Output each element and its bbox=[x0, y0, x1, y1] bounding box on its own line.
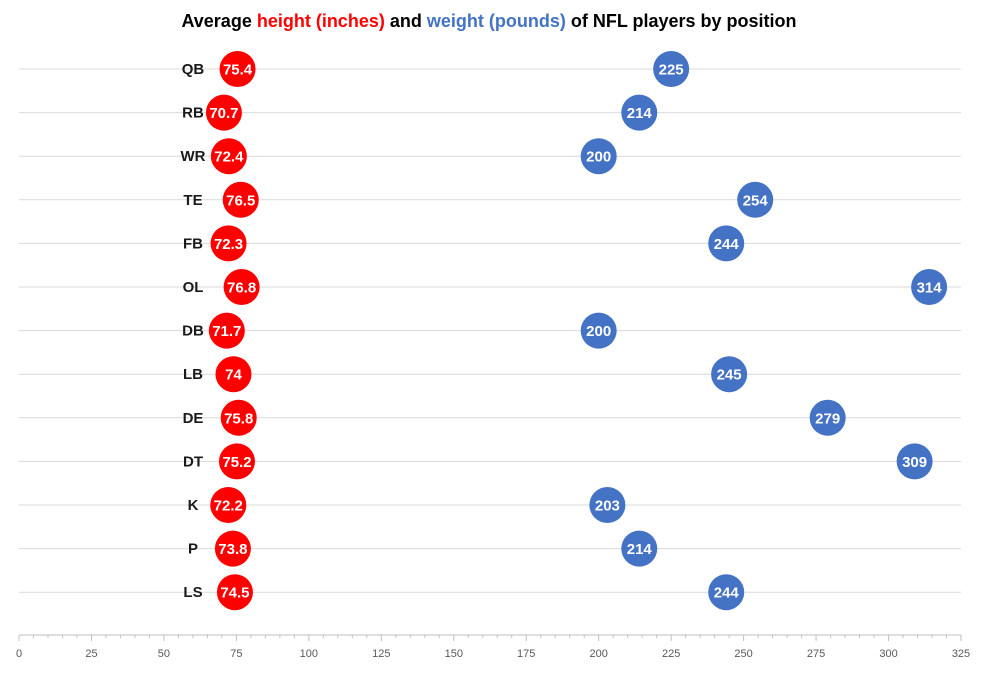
category-label-ls: LS bbox=[183, 584, 202, 601]
height-label-ls: 74.5 bbox=[220, 585, 249, 602]
weight-point-rb bbox=[621, 94, 658, 131]
category-label-p: P bbox=[188, 541, 198, 558]
weight-point-ol bbox=[911, 269, 948, 305]
height-label-rb: 70.7 bbox=[209, 105, 238, 122]
weight-point-de bbox=[809, 399, 846, 436]
category-label-ol: OL bbox=[183, 279, 204, 296]
weight-point-te bbox=[737, 181, 774, 218]
x-tick-label-300: 300 bbox=[879, 648, 897, 660]
weight-label-k: 203 bbox=[595, 498, 620, 515]
weight-point-dt bbox=[896, 443, 933, 480]
weight-label-qb: 225 bbox=[659, 62, 684, 79]
category-label-rb: RB bbox=[182, 105, 204, 122]
height-point-db bbox=[208, 312, 245, 349]
weight-label-ol: 314 bbox=[917, 280, 943, 297]
category-label-te: TE bbox=[183, 192, 202, 209]
height-label-qb: 75.4 bbox=[223, 62, 253, 79]
weight-label-te: 254 bbox=[743, 192, 769, 209]
weight-point-lb bbox=[711, 356, 748, 393]
x-tick-label-150: 150 bbox=[445, 648, 463, 660]
height-label-te: 76.5 bbox=[226, 192, 255, 209]
category-label-db: DB bbox=[182, 323, 204, 340]
height-point-de bbox=[220, 399, 257, 436]
gridlines bbox=[19, 68, 961, 593]
weight-point-db bbox=[580, 312, 617, 349]
data-points: 75.4 70.7 72.4 76.5 72.3 76.8 71.7 74 75.8 75.2 72… bbox=[205, 51, 948, 611]
weight-point-qb bbox=[653, 51, 690, 87]
weight-point-p bbox=[621, 530, 658, 567]
weight-point-ls bbox=[708, 574, 745, 611]
height-label-db: 71.7 bbox=[212, 323, 241, 340]
category-label-dt: DT bbox=[183, 453, 203, 470]
x-tick-label-225: 225 bbox=[662, 648, 680, 660]
title-part-2: and bbox=[385, 11, 427, 31]
x-tick-label-325: 325 bbox=[952, 648, 970, 660]
x-tick-label-175: 175 bbox=[517, 648, 535, 660]
height-point-te bbox=[222, 181, 259, 218]
weight-label-wr: 200 bbox=[586, 149, 611, 166]
height-label-p: 73.8 bbox=[218, 541, 247, 558]
x-axis: 0 25 50 75 100 125 150 175 200 225 250 275 300 325 bbox=[16, 634, 970, 660]
height-point-wr bbox=[210, 138, 247, 175]
category-label-de: DE bbox=[183, 410, 204, 427]
category-label-fb: FB bbox=[183, 235, 203, 252]
weight-point-fb bbox=[708, 225, 745, 262]
x-tick-label-125: 125 bbox=[372, 648, 390, 660]
height-point-dt bbox=[218, 443, 255, 480]
x-tick-label-100: 100 bbox=[300, 648, 318, 660]
height-point-k bbox=[210, 487, 247, 523]
height-point-p bbox=[214, 530, 251, 567]
weight-label-ls: 244 bbox=[714, 585, 740, 602]
x-tick-label-25: 25 bbox=[85, 648, 97, 660]
weight-label-rb: 214 bbox=[627, 105, 653, 122]
height-label-de: 75.8 bbox=[224, 410, 253, 427]
x-tick-label-50: 50 bbox=[158, 648, 170, 660]
weight-label-db: 200 bbox=[586, 323, 611, 340]
title-part-1: height (inches) bbox=[257, 11, 385, 31]
weight-label-de: 279 bbox=[815, 410, 840, 427]
title-part-0: Average bbox=[181, 11, 256, 31]
title-part-3: weight (pounds) bbox=[426, 11, 566, 31]
category-label-wr: WR bbox=[181, 148, 206, 165]
category-label-qb: QB bbox=[182, 61, 205, 78]
chart-title: Average height (inches) and weight (poun… bbox=[181, 11, 796, 31]
height-label-fb: 72.3 bbox=[214, 236, 243, 253]
x-tick-label-275: 275 bbox=[807, 648, 825, 660]
x-tick-label-250: 250 bbox=[734, 648, 752, 660]
height-label-wr: 72.4 bbox=[214, 149, 244, 166]
height-label-ol: 76.8 bbox=[227, 280, 256, 297]
weight-label-fb: 244 bbox=[714, 236, 740, 253]
height-label-lb: 74 bbox=[225, 367, 242, 384]
x-tick-label-0: 0 bbox=[16, 648, 22, 660]
height-point-fb bbox=[210, 225, 247, 262]
x-tick-label-200: 200 bbox=[590, 648, 608, 660]
category-labels: QB RB WR TE FB OL DB LB DE DT K P LS bbox=[181, 61, 206, 601]
height-point-lb bbox=[215, 356, 252, 393]
weight-label-dt: 309 bbox=[902, 454, 927, 471]
height-point-ls bbox=[216, 574, 253, 611]
category-label-k: K bbox=[188, 497, 199, 514]
weight-point-k bbox=[589, 487, 626, 523]
weight-point-wr bbox=[580, 138, 617, 175]
category-label-lb: LB bbox=[183, 366, 203, 383]
weight-label-lb: 245 bbox=[717, 367, 742, 384]
height-label-dt: 75.2 bbox=[222, 454, 251, 471]
height-point-qb bbox=[219, 51, 256, 87]
x-tick-label-75: 75 bbox=[230, 648, 242, 660]
weight-label-p: 214 bbox=[627, 541, 653, 558]
height-label-k: 72.2 bbox=[214, 498, 243, 515]
title-part-4: of NFL players by position bbox=[566, 11, 797, 31]
height-point-ol bbox=[223, 269, 260, 305]
height-point-rb bbox=[205, 94, 242, 131]
